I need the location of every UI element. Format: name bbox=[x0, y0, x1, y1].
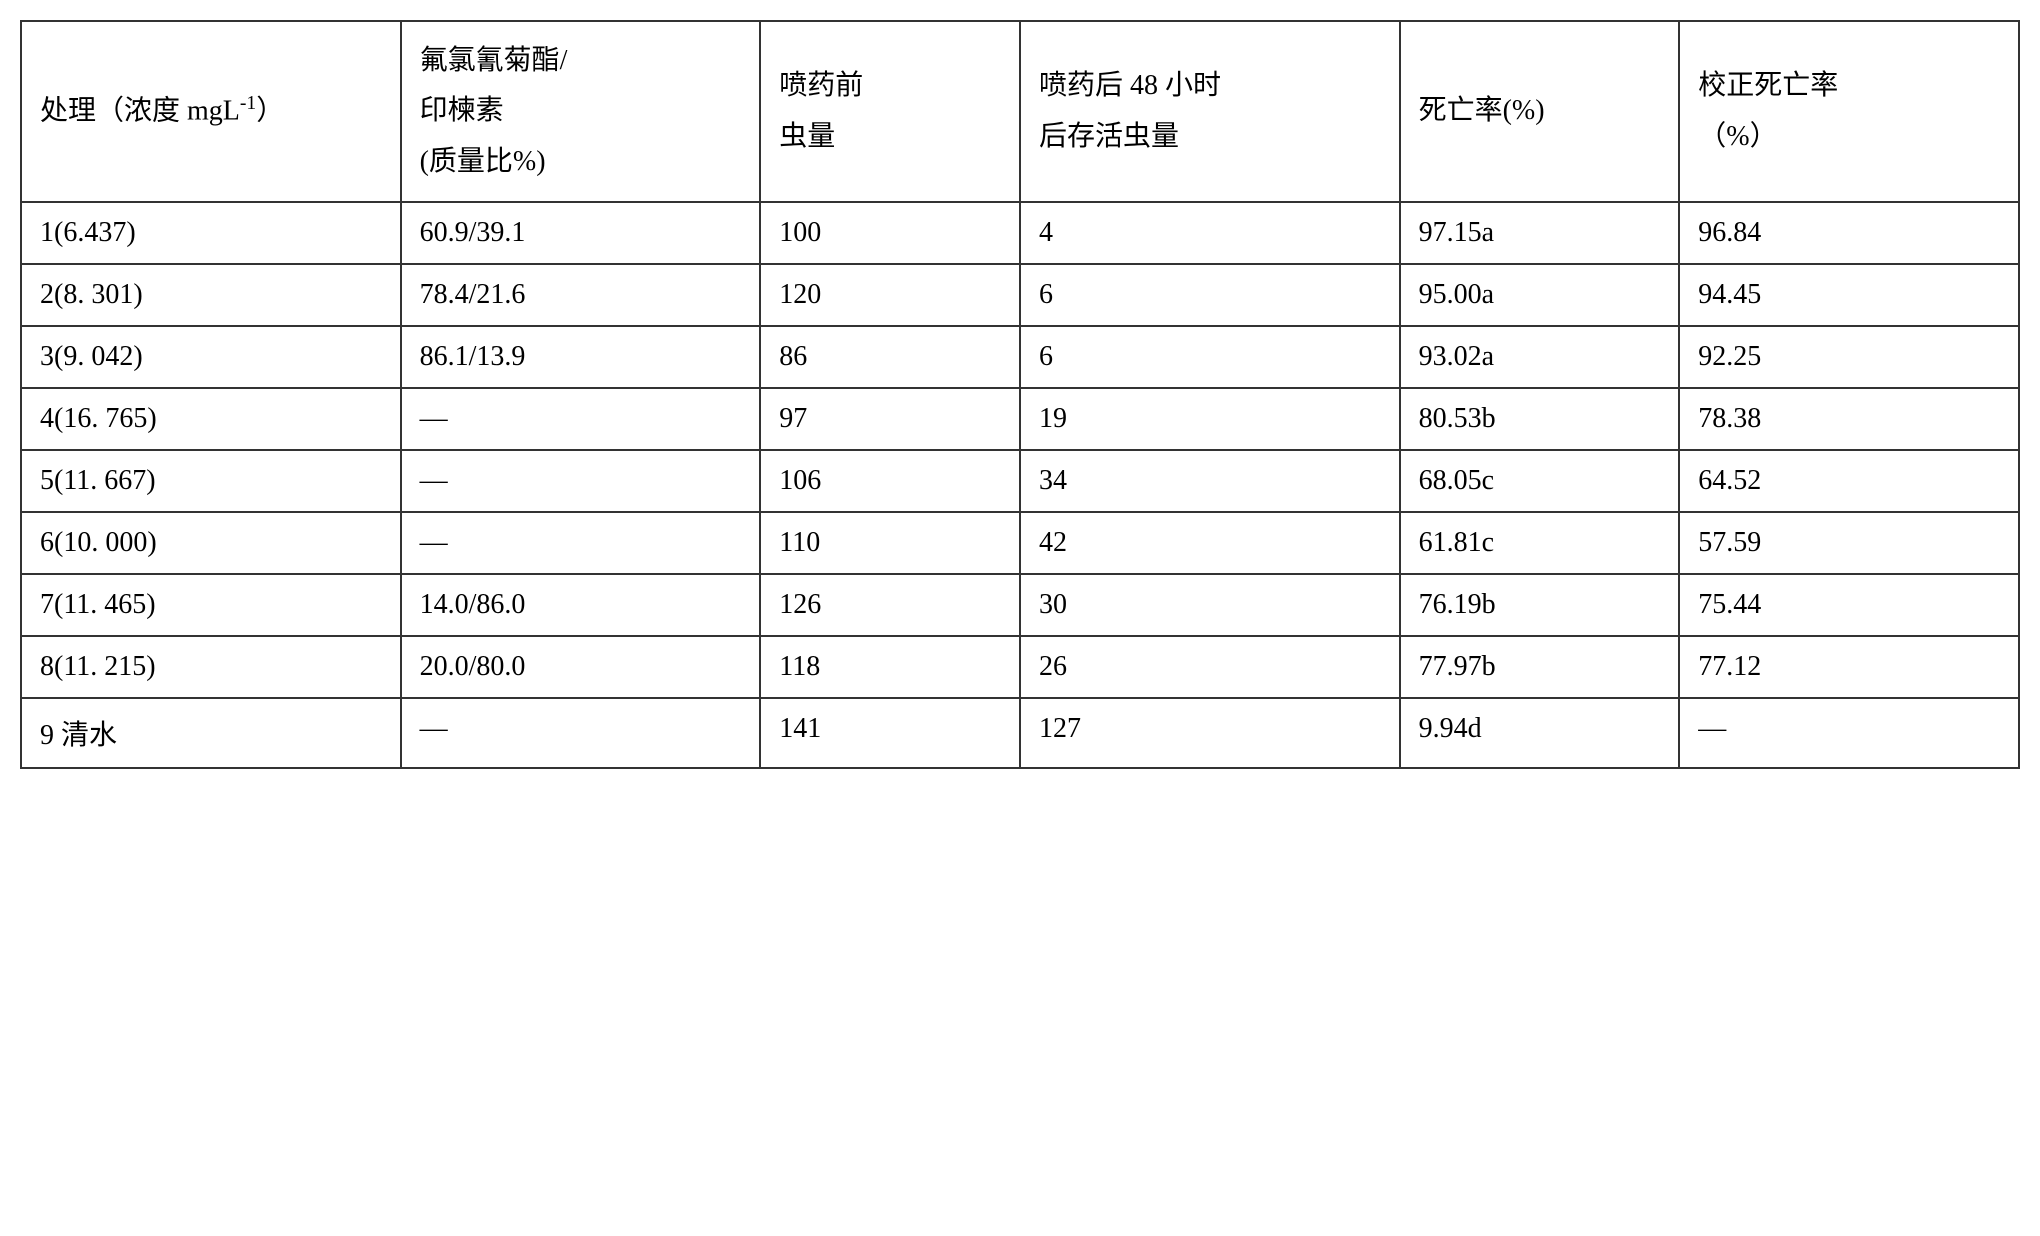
cell-corrected: 96.84 bbox=[1679, 202, 2019, 264]
table-row: 3(9. 042) 86.1/13.9 86 6 93.02a 92.25 bbox=[21, 326, 2019, 388]
table-row: 5(11. 667) — 106 34 68.05c 64.52 bbox=[21, 450, 2019, 512]
cell-after: 34 bbox=[1020, 450, 1400, 512]
cell-treatment: 1(6.437) bbox=[21, 202, 401, 264]
cell-mortality: 76.19b bbox=[1400, 574, 1680, 636]
cell-ratio: — bbox=[401, 388, 761, 450]
cell-treatment: 8(11. 215) bbox=[21, 636, 401, 698]
cell-after: 4 bbox=[1020, 202, 1400, 264]
cell-after: 19 bbox=[1020, 388, 1400, 450]
cell-before: 110 bbox=[760, 512, 1020, 574]
table-row: 9 清水 — 141 127 9.94d — bbox=[21, 698, 2019, 768]
cell-corrected: 57.59 bbox=[1679, 512, 2019, 574]
cell-mortality: 80.53b bbox=[1400, 388, 1680, 450]
cell-mortality: 97.15a bbox=[1400, 202, 1680, 264]
cell-ratio: — bbox=[401, 450, 761, 512]
data-table-container: 处理（浓度 mgL-1） 氟氯氰菊酯/印楝素(质量比%) 喷药前虫量 喷药后 4… bbox=[20, 20, 2020, 769]
cell-mortality: 9.94d bbox=[1400, 698, 1680, 768]
cell-corrected: — bbox=[1679, 698, 2019, 768]
cell-mortality: 93.02a bbox=[1400, 326, 1680, 388]
cell-corrected: 92.25 bbox=[1679, 326, 2019, 388]
table-header-row: 处理（浓度 mgL-1） 氟氯氰菊酯/印楝素(质量比%) 喷药前虫量 喷药后 4… bbox=[21, 21, 2019, 202]
cell-after: 127 bbox=[1020, 698, 1400, 768]
cell-treatment: 2(8. 301) bbox=[21, 264, 401, 326]
cell-ratio: 14.0/86.0 bbox=[401, 574, 761, 636]
cell-before: 141 bbox=[760, 698, 1020, 768]
cell-treatment: 9 清水 bbox=[21, 698, 401, 768]
cell-ratio: 60.9/39.1 bbox=[401, 202, 761, 264]
cell-corrected: 75.44 bbox=[1679, 574, 2019, 636]
table-row: 6(10. 000) — 110 42 61.81c 57.59 bbox=[21, 512, 2019, 574]
cell-after: 30 bbox=[1020, 574, 1400, 636]
cell-before: 120 bbox=[760, 264, 1020, 326]
cell-before: 86 bbox=[760, 326, 1020, 388]
cell-ratio: 78.4/21.6 bbox=[401, 264, 761, 326]
cell-ratio: 20.0/80.0 bbox=[401, 636, 761, 698]
cell-before: 106 bbox=[760, 450, 1020, 512]
cell-mortality: 61.81c bbox=[1400, 512, 1680, 574]
cell-before: 118 bbox=[760, 636, 1020, 698]
cell-after: 42 bbox=[1020, 512, 1400, 574]
table-row: 4(16. 765) — 97 19 80.53b 78.38 bbox=[21, 388, 2019, 450]
cell-mortality: 77.97b bbox=[1400, 636, 1680, 698]
column-header-corrected: 校正死亡率（%） bbox=[1679, 21, 2019, 202]
cell-ratio: 86.1/13.9 bbox=[401, 326, 761, 388]
table-row: 8(11. 215) 20.0/80.0 118 26 77.97b 77.12 bbox=[21, 636, 2019, 698]
cell-ratio: — bbox=[401, 512, 761, 574]
column-header-ratio: 氟氯氰菊酯/印楝素(质量比%) bbox=[401, 21, 761, 202]
table-row: 2(8. 301) 78.4/21.6 120 6 95.00a 94.45 bbox=[21, 264, 2019, 326]
cell-treatment: 5(11. 667) bbox=[21, 450, 401, 512]
table-row: 7(11. 465) 14.0/86.0 126 30 76.19b 75.44 bbox=[21, 574, 2019, 636]
table-row: 1(6.437) 60.9/39.1 100 4 97.15a 96.84 bbox=[21, 202, 2019, 264]
cell-corrected: 64.52 bbox=[1679, 450, 2019, 512]
cell-mortality: 68.05c bbox=[1400, 450, 1680, 512]
cell-treatment: 6(10. 000) bbox=[21, 512, 401, 574]
cell-treatment: 7(11. 465) bbox=[21, 574, 401, 636]
column-header-before: 喷药前虫量 bbox=[760, 21, 1020, 202]
cell-treatment: 4(16. 765) bbox=[21, 388, 401, 450]
cell-corrected: 78.38 bbox=[1679, 388, 2019, 450]
cell-mortality: 95.00a bbox=[1400, 264, 1680, 326]
cell-ratio: — bbox=[401, 698, 761, 768]
cell-corrected: 77.12 bbox=[1679, 636, 2019, 698]
cell-before: 126 bbox=[760, 574, 1020, 636]
cell-after: 6 bbox=[1020, 264, 1400, 326]
cell-after: 6 bbox=[1020, 326, 1400, 388]
table-body: 1(6.437) 60.9/39.1 100 4 97.15a 96.84 2(… bbox=[21, 202, 2019, 768]
column-header-mortality: 死亡率(%) bbox=[1400, 21, 1680, 202]
cell-before: 97 bbox=[760, 388, 1020, 450]
cell-after: 26 bbox=[1020, 636, 1400, 698]
column-header-after: 喷药后 48 小时后存活虫量 bbox=[1020, 21, 1400, 202]
cell-corrected: 94.45 bbox=[1679, 264, 2019, 326]
data-table: 处理（浓度 mgL-1） 氟氯氰菊酯/印楝素(质量比%) 喷药前虫量 喷药后 4… bbox=[20, 20, 2020, 769]
cell-treatment: 3(9. 042) bbox=[21, 326, 401, 388]
cell-before: 100 bbox=[760, 202, 1020, 264]
column-header-treatment: 处理（浓度 mgL-1） bbox=[21, 21, 401, 202]
